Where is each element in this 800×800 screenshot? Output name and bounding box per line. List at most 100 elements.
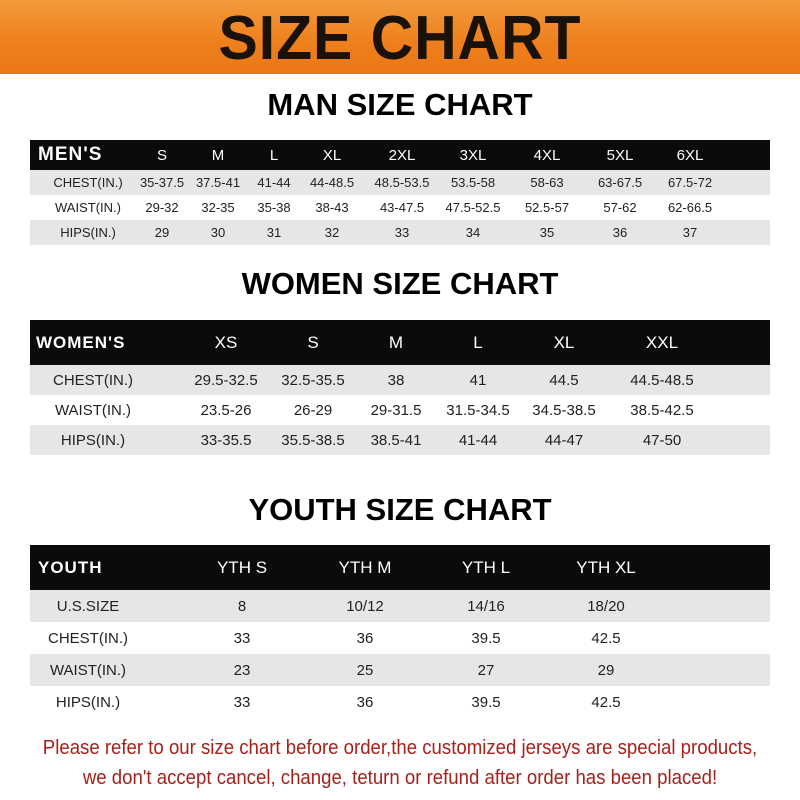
table-cell: 14/16: [467, 597, 505, 615]
table-cell: 39.5: [471, 629, 501, 647]
women-section-title: WOMEN SIZE CHART: [241, 266, 559, 301]
table-row: CHEST(IN.) 33 36 39.5 42.5: [30, 622, 770, 654]
table-cell: 47-50: [642, 431, 682, 449]
table-cell: 52.5-57: [524, 200, 570, 215]
row-label: U.S.SIZE: [56, 597, 120, 615]
table-cell: 43-47.5: [379, 200, 425, 215]
notice-line-2: we don't accept cancel, change, teturn o…: [82, 767, 718, 789]
table-cell: 26-29: [293, 401, 333, 419]
table-row: U.S.SIZE 8 10/12 14/16 18/20: [30, 590, 770, 622]
title-banner: SIZE CHART: [0, 0, 800, 74]
table-cell: 44.5: [549, 371, 579, 389]
table-cell: 34: [465, 225, 481, 240]
row-label: HIPS(IN.): [60, 431, 126, 449]
size-header-cell: YTH M: [338, 557, 392, 577]
page-title: SIZE CHART: [218, 4, 582, 73]
size-header-cell: XS: [214, 332, 238, 352]
size-header-cell: L: [269, 146, 279, 164]
table-cell: 44-47: [544, 431, 584, 449]
size-header-cell: L: [473, 332, 483, 352]
size-header-cell: XL: [553, 332, 575, 352]
table-row: CHEST(IN.) 35-37.5 37.5-41 41-44 44-48.5 48.5…: [30, 170, 770, 195]
table-cell: 33: [394, 225, 410, 240]
table-header-row: MEN'S S M L XL 2XL 3XL 4XL 5XL 6XL: [30, 140, 770, 170]
table-cell: 31: [266, 225, 282, 240]
row-label: CHEST(IN.): [48, 629, 128, 647]
table-title-cell: WOMEN'S: [36, 332, 126, 352]
table-cell: 36: [356, 693, 374, 711]
table-row: WAIST(IN.) 23 25 27 29: [30, 654, 770, 686]
table-cell: 58-63: [530, 175, 564, 190]
table-cell: 23.5-26: [200, 401, 252, 419]
size-header-cell: 4XL: [533, 146, 561, 164]
table-cell: 53.5-58: [450, 175, 496, 190]
table-row: WAIST(IN.) 23.5-26 26-29 29-31.5 31.5-34.5 34…: [30, 395, 770, 425]
table-cell: 42.5: [591, 693, 621, 711]
table-cell: 29.5-32.5: [194, 371, 258, 389]
table-cell: 32.5-35.5: [281, 371, 345, 389]
table-cell: 38.5-42.5: [630, 401, 694, 419]
table-cell: 33: [233, 693, 251, 711]
table-cell: 44-48.5: [309, 175, 355, 190]
table-cell: 48.5-53.5: [374, 175, 430, 190]
table-cell: 63-67.5: [597, 175, 643, 190]
table-cell: 38-43: [315, 200, 349, 215]
table-cell: 29: [597, 661, 615, 679]
table-cell: 39.5: [471, 693, 501, 711]
row-label: HIPS(IN.): [60, 225, 116, 240]
table-cell: 41-44: [257, 175, 291, 190]
table-row: HIPS(IN.) 33-35.5 35.5-38.5 38.5-41 41-44 44-…: [30, 425, 770, 455]
table-cell: 37: [682, 225, 698, 240]
row-label: HIPS(IN.): [55, 693, 121, 711]
men-size-table: MEN'S S M L XL 2XL 3XL 4XL 5XL 6XL CHEST(IN.) 35-37…: [30, 140, 770, 245]
table-cell: 41: [469, 371, 487, 389]
table-cell: 36: [612, 225, 628, 240]
table-cell: 29-32: [145, 200, 179, 215]
table-cell: 42.5: [591, 629, 621, 647]
women-size-table: WOMEN'S XS S M L XL XXL CHEST(IN.) 29.5-32.5 32.5…: [30, 320, 770, 455]
table-cell: 37.5-41: [195, 175, 241, 190]
row-label: CHEST(IN.): [53, 371, 133, 389]
table-cell: 47.5-52.5: [445, 200, 501, 215]
size-header-cell: M: [211, 146, 225, 164]
notice-line-1: Please refer to our size chart before or…: [42, 737, 758, 759]
table-cell: 18/20: [587, 597, 625, 615]
size-header-cell: 3XL: [459, 146, 487, 164]
table-row: WAIST(IN.) 29-32 32-35 35-38 38-43 43-47.5 47.…: [30, 195, 770, 220]
youth-section-title: YOUTH SIZE CHART: [248, 492, 552, 527]
table-cell: 23: [233, 661, 251, 679]
table-header-row: YOUTH YTH S YTH M YTH L YTH XL: [30, 545, 770, 590]
size-header-cell: 5XL: [606, 146, 634, 164]
table-cell: 38: [387, 371, 405, 389]
table-cell: 33: [233, 629, 251, 647]
table-cell: 29-31.5: [370, 401, 422, 419]
table-cell: 32-35: [201, 200, 235, 215]
size-header-cell: YTH L: [461, 557, 511, 577]
table-title-cell: MEN'S: [38, 144, 103, 165]
table-cell: 25: [356, 661, 374, 679]
table-cell: 8: [237, 597, 247, 615]
table-cell: 27: [477, 661, 495, 679]
size-header-cell: S: [156, 146, 167, 164]
table-row: CHEST(IN.) 29.5-32.5 32.5-35.5 38 41 44.5 44.5…: [30, 365, 770, 395]
table-row: HIPS(IN.) 33 36 39.5 42.5: [30, 686, 770, 718]
size-header-cell: YTH S: [216, 557, 268, 577]
table-cell: 41-44: [458, 431, 498, 449]
table-cell: 67.5-72: [667, 175, 713, 190]
men-section-title: MAN SIZE CHART: [267, 87, 533, 122]
table-cell: 36: [356, 629, 374, 647]
table-cell: 32: [324, 225, 340, 240]
table-cell: 35: [539, 225, 555, 240]
row-label: WAIST(IN.): [49, 661, 127, 679]
table-cell: 35.5-38.5: [281, 431, 345, 449]
table-cell: 31.5-34.5: [446, 401, 510, 419]
youth-size-table: YOUTH YTH S YTH M YTH L YTH XL U.S.SIZE 8 10/12…: [30, 545, 770, 718]
table-row: HIPS(IN.) 29 30 31 32 33 34 35 36 37: [30, 220, 770, 245]
table-cell: 33-35.5: [200, 431, 252, 449]
table-cell: 10/12: [346, 597, 384, 615]
table-cell: 29: [154, 225, 170, 240]
table-cell: 35-38: [257, 200, 291, 215]
table-cell: 44.5-48.5: [630, 371, 694, 389]
size-header-cell: YTH XL: [576, 557, 636, 577]
table-cell: 38.5-41: [370, 431, 422, 449]
